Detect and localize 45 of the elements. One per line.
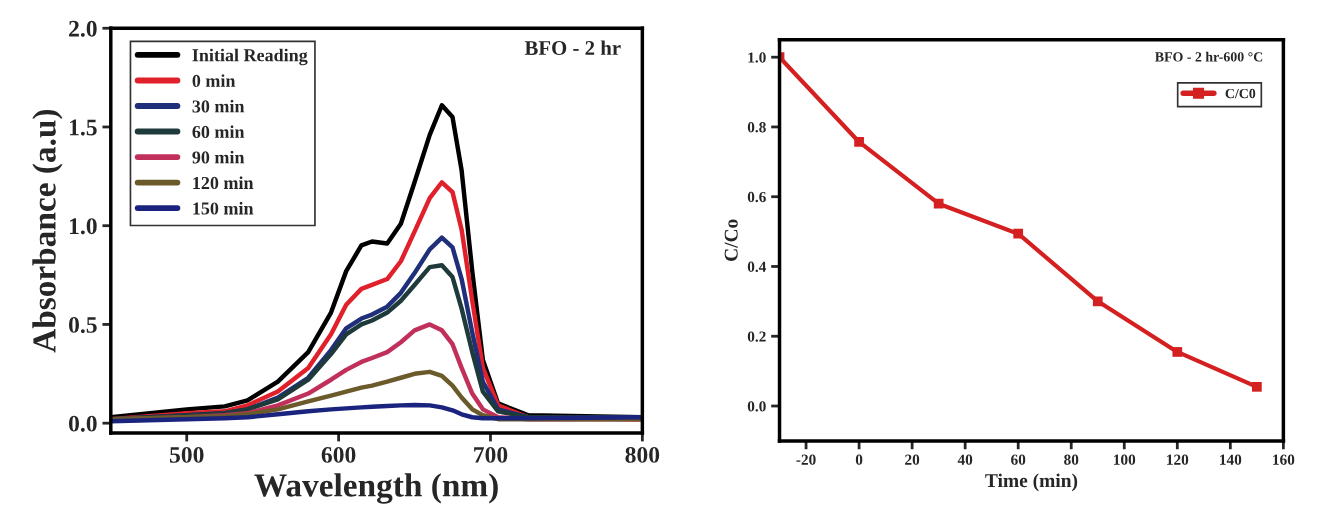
y-tick-label: 0.0 bbox=[747, 401, 766, 412]
annotation: BFO - 2 hr bbox=[524, 40, 621, 56]
x-tick-label: 100 bbox=[1114, 454, 1136, 465]
y-axis-title: Absorbance (a.u) bbox=[32, 109, 63, 353]
legend-label: 60 min bbox=[192, 125, 245, 139]
x-tick-label: 160 bbox=[1273, 454, 1295, 465]
legend-label: 90 min bbox=[192, 150, 245, 164]
legend-label: 120 min bbox=[193, 176, 254, 190]
point bbox=[1172, 347, 1183, 357]
x-tick-label: 40 bbox=[957, 454, 973, 465]
y-tick-label: 0.6 bbox=[747, 191, 766, 203]
y-tick-label: 0.8 bbox=[747, 122, 766, 133]
y-tick-label: 2.0 bbox=[69, 20, 97, 37]
y-tick-label: 1.5 bbox=[69, 119, 97, 136]
x-axis-title: Time (min) bbox=[985, 473, 1078, 492]
annotation: BFO - 2 hr-600 °C bbox=[1155, 51, 1263, 62]
x-tick-label: 140 bbox=[1220, 454, 1242, 465]
x-tick-label: 120 bbox=[1167, 454, 1189, 465]
x-tick-label: 0 bbox=[855, 454, 863, 465]
legend-label: 0 min bbox=[192, 74, 236, 88]
y-tick-label: 0.0 bbox=[68, 415, 97, 432]
x-tick-label: 600 bbox=[321, 446, 356, 463]
point bbox=[854, 137, 864, 147]
x-tick-label: 500 bbox=[169, 446, 204, 463]
point bbox=[1092, 296, 1103, 307]
legend-label: 150 min bbox=[193, 201, 254, 215]
point bbox=[1252, 381, 1262, 392]
x-tick-label: 800 bbox=[625, 446, 660, 463]
point bbox=[1013, 228, 1024, 239]
x-axis-title: Wavelength (nm) bbox=[254, 473, 498, 504]
y-tick-label: 0.5 bbox=[68, 316, 97, 333]
y-tick-label: 0.2 bbox=[747, 331, 766, 342]
x-tick-label: 60 bbox=[1011, 454, 1026, 465]
x-tick-label: 80 bbox=[1064, 454, 1079, 465]
y-tick-label: 0.4 bbox=[747, 261, 767, 272]
legend-label: Initial Reading bbox=[192, 48, 308, 66]
x-tick-label: 700 bbox=[474, 446, 508, 463]
y-tick-label: 1.0 bbox=[69, 218, 97, 235]
y-axis-title: C/Co bbox=[724, 219, 738, 261]
legend-label: 30 min bbox=[192, 99, 245, 113]
y-tick-label: 1.0 bbox=[748, 52, 766, 63]
x-tick-label: -20 bbox=[796, 454, 816, 465]
x-tick-label: 20 bbox=[905, 454, 920, 465]
legend-label: C/C0 bbox=[1225, 88, 1256, 99]
point bbox=[933, 198, 944, 209]
